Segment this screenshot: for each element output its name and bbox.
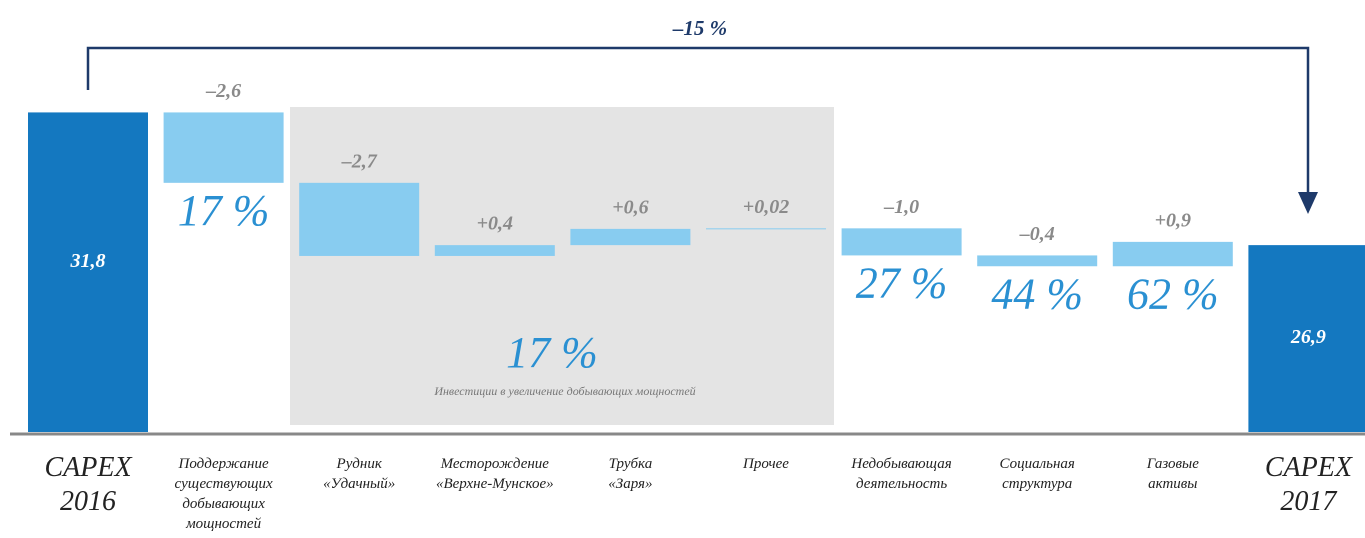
share-label: 27 % xyxy=(856,259,948,308)
x-tick-line: «Верхне-Мунское» xyxy=(436,476,554,492)
total-bar xyxy=(28,112,148,433)
x-tick-label: Трубка «Заря» xyxy=(608,456,652,492)
x-tick-line: добывающих xyxy=(182,496,265,512)
x-tick-label: CAPEX 2017 xyxy=(1265,452,1353,517)
x-tick-line: CAPEX xyxy=(1265,452,1353,483)
x-tick-line: Рудник xyxy=(336,456,383,472)
group-label: 17 % xyxy=(506,328,598,377)
share-label: 44 % xyxy=(991,269,1083,318)
delta-bar xyxy=(841,228,962,256)
x-tick-line: деятельность xyxy=(856,476,947,492)
x-tick-label: CAPEX 2016 xyxy=(44,452,132,517)
delta-bar xyxy=(299,182,420,256)
x-tick-label: Социальная структура xyxy=(1000,456,1075,492)
value-label: +0,6 xyxy=(612,196,648,218)
x-tick-line: Месторождение xyxy=(440,456,550,472)
group-box xyxy=(290,107,834,425)
share-label: 62 % xyxy=(1127,269,1219,318)
delta-bar xyxy=(1112,241,1233,267)
value-label: –2,6 xyxy=(205,80,241,102)
delta-bar xyxy=(434,245,555,256)
x-tick-label: Газовые активы xyxy=(1146,456,1199,492)
value-label: –2,7 xyxy=(341,150,378,172)
x-tick-label: Поддержание существующих добывающих мощност… xyxy=(175,456,273,532)
x-tick-line: Поддержание xyxy=(178,456,269,472)
x-tick-label: Недобывающая деятельность xyxy=(850,456,951,492)
value-label: +0,4 xyxy=(477,213,513,235)
value-label: 26,9 xyxy=(1290,326,1326,348)
x-tick-line: существующих xyxy=(175,476,273,492)
x-tick-line: «Удачный» xyxy=(323,476,395,492)
x-tick-line: 2016 xyxy=(60,486,116,517)
delta-bar xyxy=(570,228,691,246)
x-tick-label: Рудник «Удачный» xyxy=(323,456,395,492)
delta-bar xyxy=(977,255,1098,267)
total-bar xyxy=(1248,245,1365,432)
value-label: –0,4 xyxy=(1019,223,1055,245)
delta-bar xyxy=(706,228,826,230)
group-note: Инвестиции в увеличение добывающих мощно… xyxy=(433,384,695,398)
x-tick-label: Прочее xyxy=(742,456,789,472)
delta-bar xyxy=(163,112,284,183)
x-tick-line: «Заря» xyxy=(608,476,652,492)
x-tick-line: активы xyxy=(1148,476,1197,492)
value-label: 31,8 xyxy=(70,250,106,272)
x-tick-line: CAPEX xyxy=(44,452,132,483)
x-tick-line: Прочее xyxy=(742,456,789,472)
value-label: +0,02 xyxy=(743,196,789,218)
x-tick-line: структура xyxy=(1002,476,1072,492)
chart-title: –15 % xyxy=(672,16,727,40)
value-label: +0,9 xyxy=(1155,209,1191,231)
x-tick-line: Трубка xyxy=(609,456,653,472)
x-tick-line: Газовые xyxy=(1146,456,1199,472)
x-tick-label: Месторождение «Верхне-Мунское» xyxy=(436,456,554,492)
value-label: –1,0 xyxy=(883,196,919,218)
share-label: 17 % xyxy=(178,186,270,235)
x-tick-line: 2017 xyxy=(1280,486,1337,517)
x-tick-line: мощностей xyxy=(185,516,261,532)
x-tick-line: Социальная xyxy=(1000,456,1075,472)
change-arrow xyxy=(86,46,1310,205)
arrow-head xyxy=(1298,192,1318,214)
x-tick-line: Недобывающая xyxy=(850,456,951,472)
